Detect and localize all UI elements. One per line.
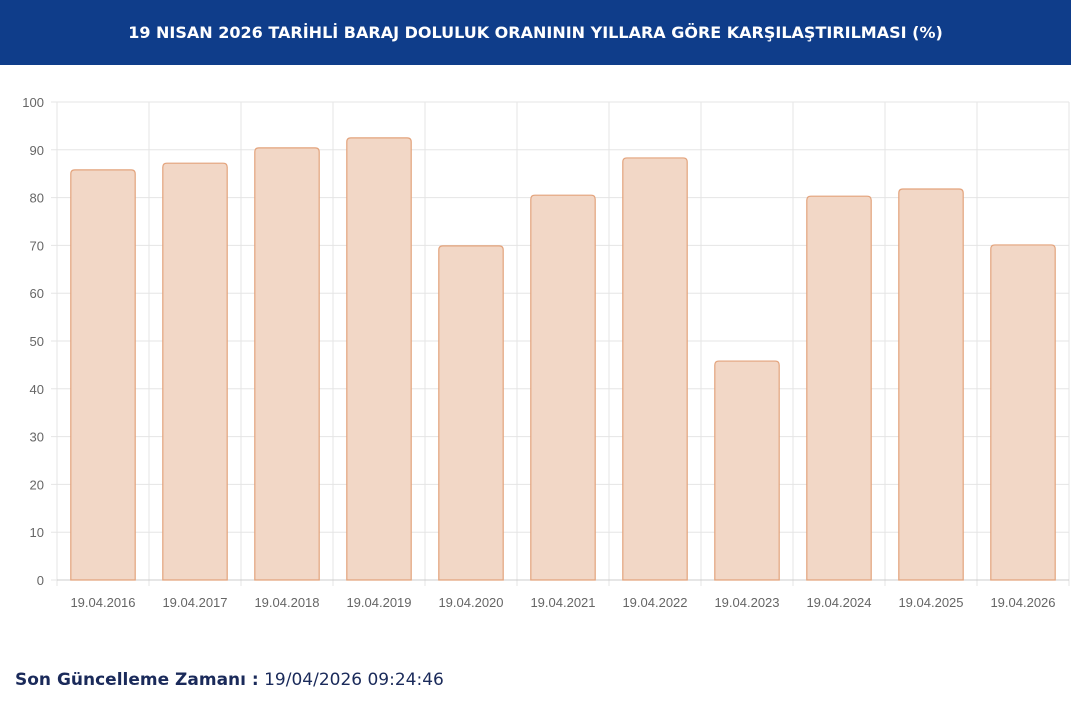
bar — [990, 244, 1056, 581]
x-tick-label: 19.04.2023 — [714, 595, 779, 610]
bar — [714, 360, 780, 581]
x-tick-label: 19.04.2020 — [438, 595, 503, 610]
x-tick-label: 19.04.2016 — [70, 595, 135, 610]
y-tick-label: 0 — [37, 573, 44, 588]
y-tick-label: 100 — [22, 95, 44, 110]
bar — [530, 194, 596, 581]
y-tick-label: 90 — [30, 143, 44, 158]
bar — [70, 169, 136, 581]
y-tick-label: 80 — [30, 191, 44, 206]
footer: Son Güncelleme Zamanı : 19/04/2026 09:24… — [15, 670, 444, 690]
x-tick-label: 19.04.2018 — [254, 595, 319, 610]
x-tick-label: 19.04.2022 — [622, 595, 687, 610]
footer-label: Son Güncelleme Zamanı : — [15, 670, 259, 690]
bar — [346, 137, 412, 581]
bar — [162, 162, 228, 581]
x-tick-label: 19.04.2021 — [530, 595, 595, 610]
bar — [254, 147, 320, 581]
chart: 0 10 20 30 40 50 60 70 80 90 100 19.04.2016 19.04.20… — [22, 95, 1070, 610]
footer-value: 19/04/2026 09:24:46 — [264, 670, 444, 690]
x-tick-label: 19.04.2025 — [898, 595, 963, 610]
header: 19 NISAN 2026 TARİHLİ BARAJ DOLULUK ORAN… — [0, 0, 1071, 65]
y-tick-label: 10 — [30, 525, 44, 540]
y-tick-label: 20 — [30, 477, 44, 492]
bar — [898, 188, 964, 581]
y-tick-label: 40 — [30, 382, 44, 397]
bar — [806, 195, 872, 581]
x-tick-label: 19.04.2019 — [346, 595, 411, 610]
bar — [438, 245, 504, 581]
y-tick-label: 60 — [30, 286, 44, 301]
x-tick-label: 19.04.2017 — [162, 595, 227, 610]
y-tick-label: 70 — [30, 238, 44, 253]
bar — [622, 157, 688, 581]
x-tick-label: 19.04.2026 — [990, 595, 1055, 610]
x-tick-label: 19.04.2024 — [806, 595, 871, 610]
y-tick-label: 50 — [30, 334, 44, 349]
y-tick-label: 30 — [30, 430, 44, 445]
